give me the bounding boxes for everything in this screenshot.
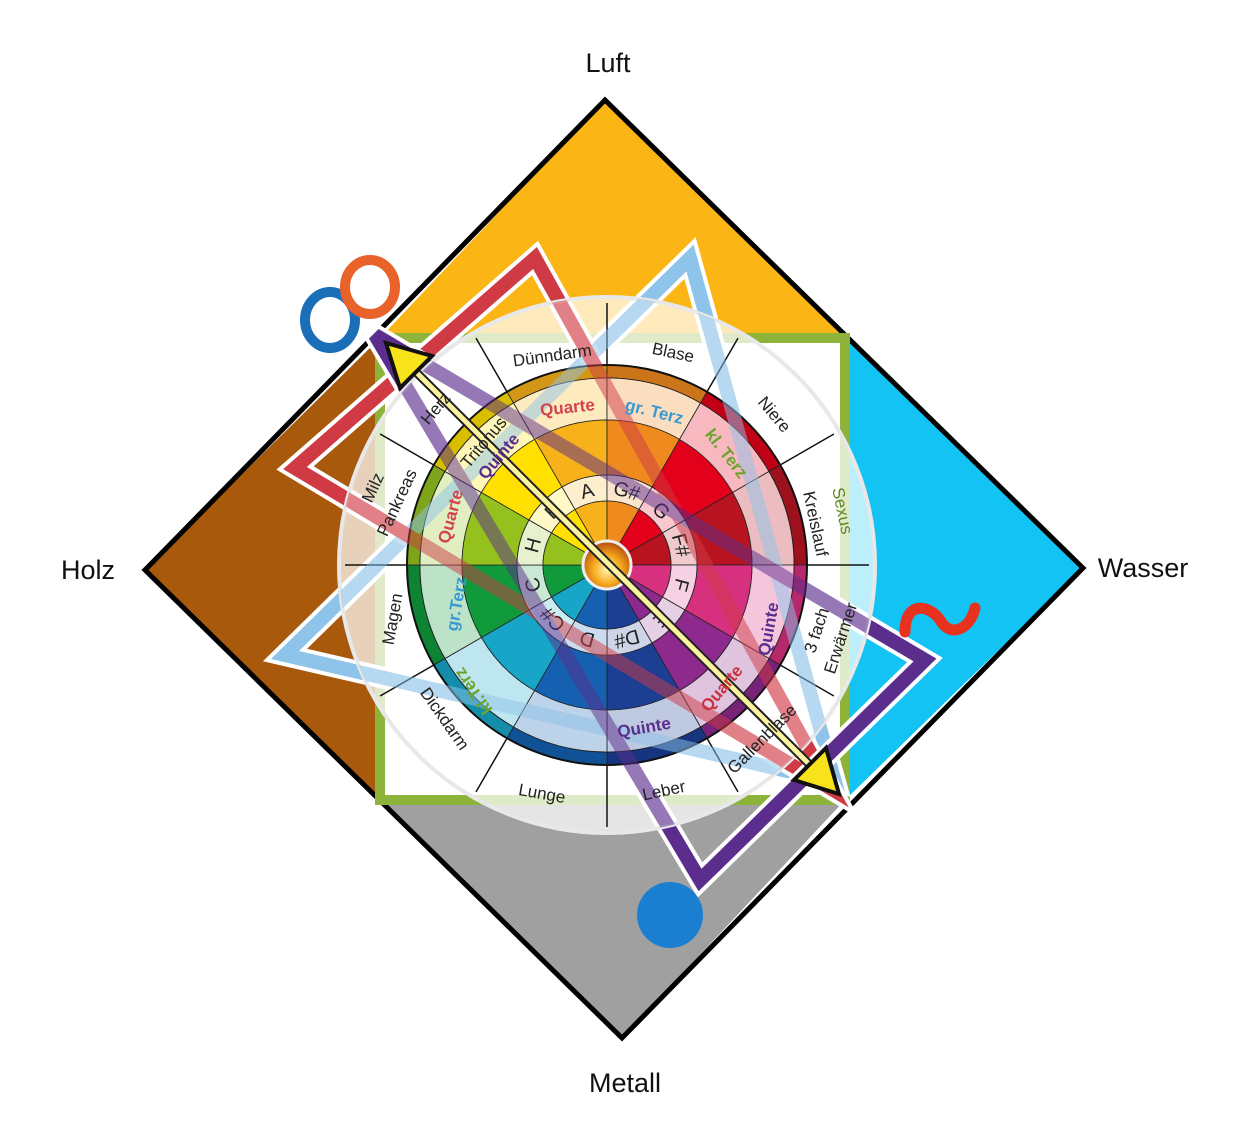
infinity-rings-icon — [300, 287, 360, 353]
metall-region — [380, 800, 845, 1038]
filled-circle-icon — [637, 882, 703, 948]
tilde-wave-icon — [899, 602, 981, 638]
organ-divider-line — [779, 433, 835, 466]
infinity-rings-icon-orange — [340, 255, 400, 319]
organ-divider-line — [475, 337, 508, 393]
double-arrow — [382, 340, 842, 798]
label-holz: Holz — [61, 555, 115, 585]
wasser-region — [845, 335, 1083, 800]
wheel-outer-shade — [407, 365, 807, 765]
arrowhead-bottom-icon — [790, 744, 842, 798]
organ-divider-line — [475, 737, 508, 793]
triangle-blue-overlay — [339, 297, 845, 792]
label-wasser: Wasser — [1098, 553, 1189, 583]
note-label: A — [578, 479, 597, 504]
label-luft: Luft — [585, 48, 631, 78]
arrowhead-top-icon — [382, 340, 436, 392]
note-label: F — [668, 576, 692, 593]
diamond-outline — [141, 96, 1087, 1042]
label-metall: Metall — [589, 1068, 661, 1098]
organ-divider-line — [379, 433, 435, 466]
note-label: H — [521, 536, 546, 556]
